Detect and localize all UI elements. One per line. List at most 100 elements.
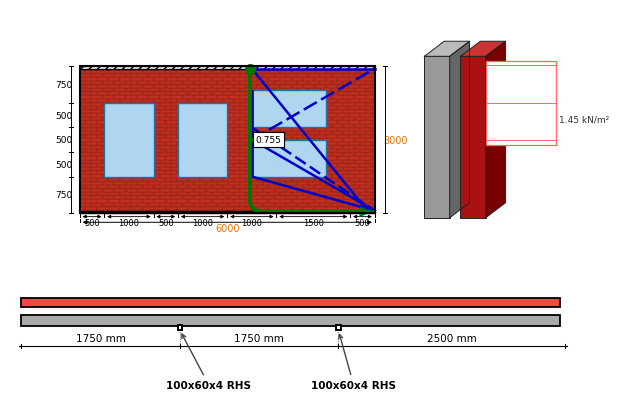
- Bar: [114, 204, 125, 207]
- Bar: [126, 189, 136, 192]
- Bar: [269, 128, 280, 132]
- Bar: [177, 186, 188, 189]
- Bar: [366, 211, 374, 214]
- Bar: [211, 121, 223, 124]
- Bar: [229, 96, 240, 99]
- Bar: [160, 96, 171, 99]
- Bar: [240, 211, 251, 214]
- Bar: [360, 114, 371, 117]
- Bar: [355, 189, 366, 192]
- Bar: [292, 157, 303, 160]
- Bar: [97, 164, 108, 167]
- Bar: [360, 71, 371, 74]
- Bar: [366, 89, 374, 92]
- Bar: [200, 100, 211, 103]
- Bar: [332, 168, 343, 171]
- Bar: [269, 71, 280, 74]
- Bar: [120, 128, 131, 132]
- Bar: [275, 89, 286, 92]
- Bar: [298, 67, 309, 71]
- Bar: [154, 157, 166, 160]
- Bar: [269, 207, 280, 210]
- Bar: [154, 85, 166, 88]
- Bar: [252, 175, 263, 178]
- Bar: [366, 75, 374, 78]
- Bar: [137, 118, 148, 121]
- Bar: [286, 197, 297, 199]
- Bar: [206, 118, 217, 121]
- Bar: [286, 75, 297, 78]
- Bar: [286, 132, 297, 135]
- Bar: [194, 146, 205, 150]
- Bar: [206, 139, 217, 142]
- Bar: [91, 82, 102, 85]
- Bar: [177, 93, 188, 96]
- Text: 500: 500: [55, 112, 72, 120]
- Bar: [280, 107, 291, 110]
- Bar: [154, 207, 166, 210]
- Bar: [188, 157, 200, 160]
- Bar: [229, 211, 240, 214]
- Bar: [252, 146, 263, 150]
- Bar: [309, 139, 320, 142]
- Bar: [97, 107, 108, 110]
- Bar: [263, 103, 274, 107]
- Bar: [366, 175, 374, 178]
- Bar: [360, 178, 371, 182]
- Bar: [343, 125, 354, 128]
- Bar: [269, 107, 280, 110]
- Bar: [108, 85, 120, 88]
- Bar: [229, 89, 240, 92]
- Bar: [263, 189, 274, 192]
- Bar: [80, 128, 85, 132]
- Bar: [171, 204, 182, 207]
- Bar: [126, 110, 136, 114]
- Bar: [183, 67, 194, 71]
- Bar: [137, 175, 148, 178]
- Bar: [246, 121, 257, 124]
- Bar: [303, 78, 314, 81]
- Bar: [332, 153, 343, 157]
- Bar: [360, 121, 371, 124]
- Bar: [137, 89, 148, 92]
- Bar: [326, 135, 337, 139]
- Bar: [298, 168, 309, 171]
- Bar: [86, 150, 97, 153]
- Bar: [97, 78, 108, 81]
- Bar: [217, 110, 228, 114]
- Bar: [108, 121, 120, 124]
- Bar: [252, 139, 263, 142]
- Bar: [309, 182, 320, 185]
- Bar: [229, 197, 240, 199]
- Bar: [80, 193, 85, 196]
- Bar: [337, 78, 348, 81]
- Bar: [143, 71, 154, 74]
- Bar: [80, 153, 91, 157]
- Bar: [86, 157, 97, 160]
- Bar: [126, 75, 136, 78]
- Bar: [177, 193, 188, 196]
- Bar: [91, 139, 102, 142]
- Bar: [126, 153, 136, 157]
- Bar: [321, 89, 332, 92]
- Bar: [337, 93, 348, 96]
- Bar: [250, 91, 254, 177]
- Bar: [257, 78, 268, 81]
- Bar: [166, 142, 177, 146]
- Bar: [108, 178, 120, 182]
- Bar: [171, 189, 182, 192]
- Bar: [355, 197, 366, 199]
- Bar: [217, 197, 228, 199]
- Bar: [263, 75, 274, 78]
- Bar: [314, 178, 326, 182]
- Bar: [80, 211, 91, 214]
- Bar: [103, 67, 113, 71]
- Bar: [108, 164, 120, 167]
- Bar: [257, 142, 268, 146]
- Bar: [240, 110, 251, 114]
- Bar: [263, 204, 274, 207]
- Bar: [240, 175, 251, 178]
- Bar: [103, 161, 113, 164]
- Bar: [223, 128, 234, 132]
- Bar: [137, 211, 148, 214]
